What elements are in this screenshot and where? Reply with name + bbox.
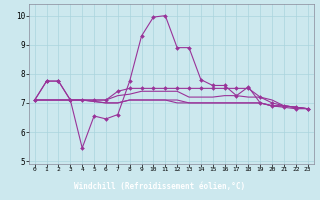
Text: Windchill (Refroidissement éolien,°C): Windchill (Refroidissement éolien,°C) [75, 182, 245, 192]
